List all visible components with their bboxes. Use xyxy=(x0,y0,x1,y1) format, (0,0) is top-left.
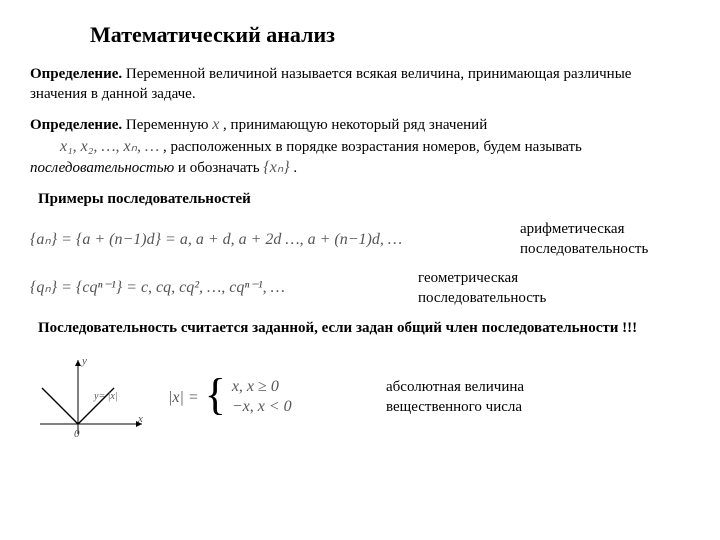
def2-t3: , расположенных в порядке возрастания но… xyxy=(159,139,582,155)
geometric-row: {qₙ} = {cqⁿ⁻¹} = c, cq, cq², …, cqⁿ⁻¹, …… xyxy=(30,268,690,309)
abs-case-1: x, x ≥ 0 xyxy=(232,377,292,398)
def2-t5: . xyxy=(290,160,298,176)
def2-t4: и обозначать xyxy=(174,160,263,176)
def1-label: Определение. xyxy=(30,66,122,82)
abs-graph: y y= |x| 0 x xyxy=(30,352,150,442)
abs-lhs: |x| = xyxy=(168,387,199,409)
arithmetic-label: арифметическая последовательность xyxy=(520,219,690,260)
def2-label: Определение. xyxy=(30,117,122,133)
geometric-formula: {qₙ} = {cqⁿ⁻¹} = c, cq, cq², …, cqⁿ⁻¹, … xyxy=(30,277,400,299)
graph-fn-label: y= |x| xyxy=(94,390,118,404)
sequence-notation: {xₙ} xyxy=(263,159,289,176)
abs-formula: |x| = { x, x ≥ 0 −x, x < 0 xyxy=(168,377,368,419)
geometric-label: геометрическая последовательность xyxy=(418,268,588,309)
abs-row: y y= |x| 0 x |x| = { x, x ≥ 0 −x, x < 0 … xyxy=(30,352,690,442)
graph-y-label: y xyxy=(82,354,87,369)
sequence-x: x₁, x₂, …, xₙ, … xyxy=(60,138,159,155)
arithmetic-formula: {aₙ} = {a + (n−1)d} = a, a + d, a + 2d …… xyxy=(30,229,502,251)
abs-graph-svg xyxy=(30,352,150,442)
abs-case-2: −x, x < 0 xyxy=(232,397,292,418)
abs-label: абсолютная величина вещественного числа xyxy=(386,377,576,418)
rule-bold: Последовательность считается заданной, е… xyxy=(38,318,690,338)
definition-2: Определение. Переменную x , принимающую … xyxy=(30,114,690,179)
graph-x-label: x xyxy=(138,412,143,427)
graph-origin: 0 xyxy=(74,427,80,442)
def2-t1: Переменную xyxy=(122,117,212,133)
arithmetic-row: {aₙ} = {a + (n−1)d} = a, a + d, a + 2d …… xyxy=(30,219,690,260)
brace-icon: { xyxy=(205,377,226,413)
page-title: Математический анализ xyxy=(90,20,690,50)
definition-1: Определение. Переменной величиной называ… xyxy=(30,64,690,105)
examples-heading: Примеры последовательностей xyxy=(38,189,690,209)
def2-t2: , принимающую некоторый ряд значений xyxy=(219,117,487,133)
def2-term: последовательностью xyxy=(30,160,174,176)
